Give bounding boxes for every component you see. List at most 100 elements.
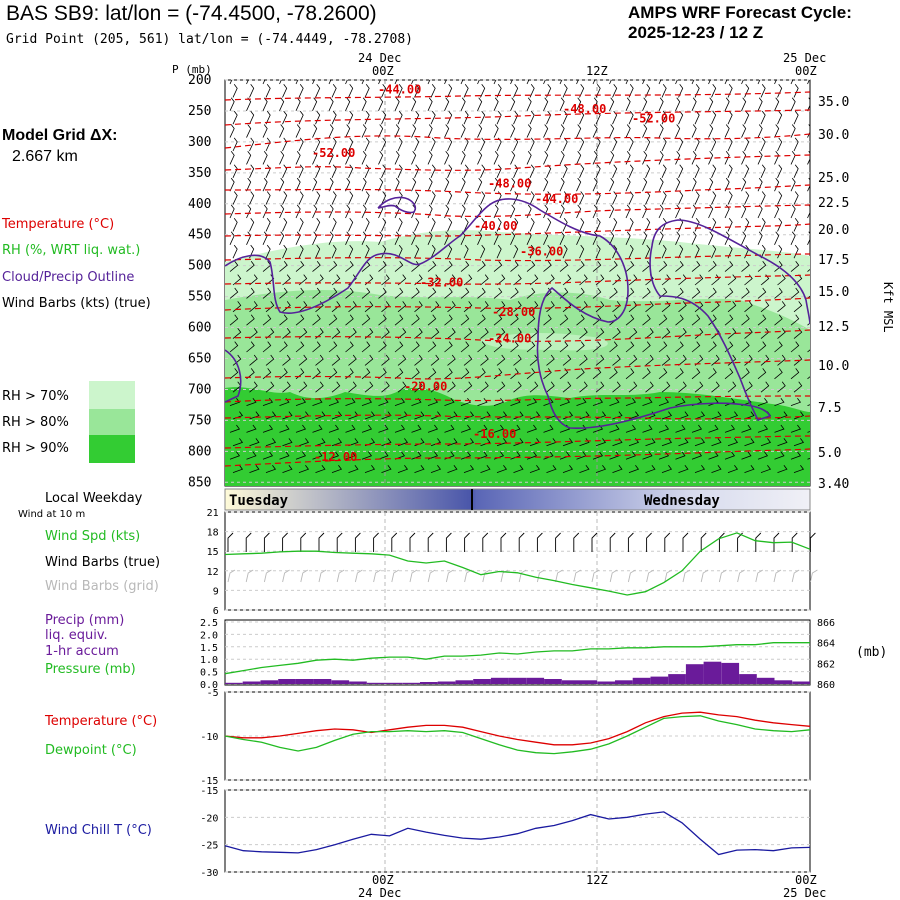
wind-barb <box>661 164 667 178</box>
wind-barb <box>493 231 499 245</box>
wind-barb <box>645 438 656 447</box>
wind-barb <box>708 151 714 165</box>
wind-barb <box>612 274 621 286</box>
wind-barb <box>579 274 588 286</box>
wind-barb <box>229 368 239 380</box>
legend-wind: Wind Barbs (kts) (true) <box>2 296 151 311</box>
wind-barb <box>312 177 318 192</box>
wind-barb <box>658 124 664 138</box>
wind-barb <box>793 244 799 259</box>
wind-barb <box>642 287 651 299</box>
wind-barb <box>312 204 318 219</box>
wind-barb <box>381 84 387 98</box>
wind-barb <box>493 204 499 219</box>
wind-barb <box>315 354 324 366</box>
wind-barb <box>328 314 338 326</box>
wind-barb <box>562 110 568 125</box>
wind-barb <box>460 424 472 433</box>
wind-barb <box>397 244 403 259</box>
wind-barb <box>298 244 304 259</box>
wind-barb <box>246 204 252 219</box>
wind-barb <box>460 287 470 299</box>
grid-wind-barb <box>555 569 563 583</box>
wind-barb <box>757 151 763 165</box>
wind-barb <box>249 411 260 420</box>
precip-bar <box>508 677 527 684</box>
wind-barb <box>460 314 470 326</box>
wind-barb <box>348 354 357 366</box>
wind-barb <box>282 464 293 473</box>
wind-barb <box>628 327 638 339</box>
wind-barb <box>774 451 785 460</box>
pressure-tick: 300 <box>188 135 211 150</box>
wind-barb <box>625 424 637 433</box>
wind-barb <box>576 231 582 245</box>
wind-barb <box>361 151 367 165</box>
wind-barbs-true-label: Wind Barbs (true) <box>45 555 161 570</box>
wind-barb <box>345 287 354 299</box>
wind-barb <box>477 177 483 192</box>
wind-barb <box>480 464 491 473</box>
wind-barb <box>741 341 750 353</box>
wind-barb <box>510 368 519 380</box>
wind-barb <box>595 164 601 178</box>
wind-barb <box>394 97 400 111</box>
wind-barb <box>430 191 436 205</box>
grid-wind-barb <box>318 569 327 583</box>
height-tick: 3.40 <box>818 477 849 492</box>
wind-barb <box>496 84 502 98</box>
wind-barb <box>513 274 522 286</box>
surface-wind-barb <box>627 532 634 552</box>
wind-barb <box>430 464 442 473</box>
wind-barb <box>727 327 737 339</box>
wind-barb <box>625 231 631 245</box>
wind-speed-tick: 18 <box>207 528 219 539</box>
wind-barb <box>612 327 621 339</box>
wind-barb <box>427 151 433 165</box>
surface-wind-barb <box>391 532 398 552</box>
wind-barb <box>328 231 334 245</box>
wind-barb <box>661 381 671 393</box>
precip-bar <box>490 677 509 684</box>
wind-barb <box>625 80 629 85</box>
pressure-tick: 550 <box>188 290 211 305</box>
wind-barb <box>661 327 671 339</box>
wind-barb <box>661 411 673 420</box>
wind-barb <box>315 84 321 98</box>
wind-barb <box>265 354 275 366</box>
wind-barb <box>397 464 409 473</box>
wind-barb <box>559 80 563 85</box>
wind-barb <box>411 177 417 192</box>
wind-barb <box>427 341 437 353</box>
wind-barb <box>579 110 585 125</box>
wind-barb <box>364 191 370 205</box>
wind-barb <box>760 464 772 473</box>
wind-barb <box>510 287 519 299</box>
wind-barb <box>510 80 513 85</box>
surface-wind-barb <box>409 532 416 552</box>
wind-barb <box>658 260 668 272</box>
wind-barb <box>463 301 473 313</box>
wind-barb <box>811 245 815 258</box>
wind-barb <box>262 451 274 460</box>
wind-barb <box>460 260 470 272</box>
wind-barb <box>790 451 802 460</box>
height-tick: 17.5 <box>818 253 849 268</box>
wind-barb <box>790 124 796 138</box>
wind-barb <box>348 244 354 259</box>
wind-barb <box>790 287 800 299</box>
wind-barb <box>609 204 615 219</box>
grid-wind-barb <box>245 569 254 583</box>
wind-barb <box>315 301 324 313</box>
precip-bar <box>721 662 740 684</box>
wind-barb <box>427 260 437 272</box>
wind-barb <box>546 301 555 313</box>
wind-barb <box>381 274 390 286</box>
wind-barb <box>345 260 354 272</box>
wind-barb <box>579 84 585 98</box>
wind-barb <box>447 411 458 420</box>
wind-barb <box>496 164 502 178</box>
precip-bar <box>632 677 651 684</box>
precip-bar <box>366 682 385 684</box>
wind-barb <box>777 274 786 286</box>
